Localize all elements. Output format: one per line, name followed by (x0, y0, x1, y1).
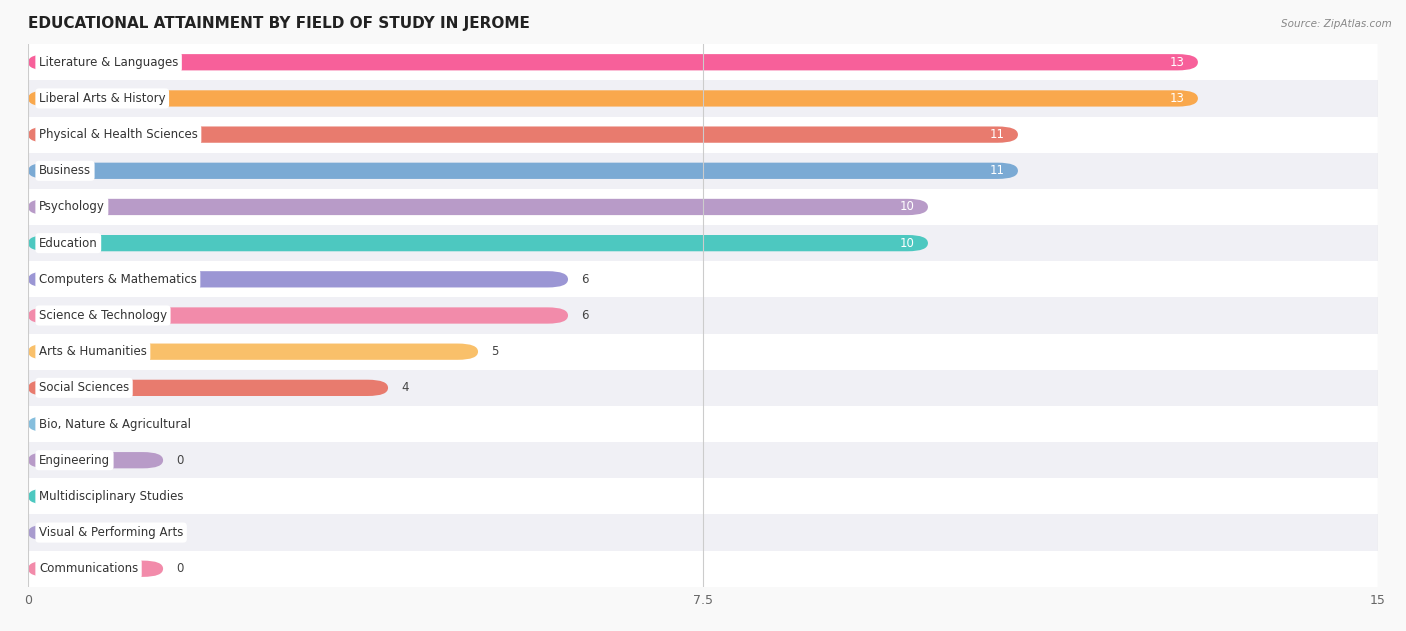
Text: Computers & Mathematics: Computers & Mathematics (39, 273, 197, 286)
FancyBboxPatch shape (28, 343, 478, 360)
FancyBboxPatch shape (28, 307, 568, 324)
Bar (28, 153, 1378, 189)
Text: 10: 10 (900, 201, 914, 213)
Text: Business: Business (39, 164, 91, 177)
Bar (28, 225, 1378, 261)
Text: Arts & Humanities: Arts & Humanities (39, 345, 146, 358)
Text: 13: 13 (1170, 92, 1184, 105)
Bar (28, 334, 1378, 370)
FancyBboxPatch shape (28, 416, 163, 432)
Text: Bio, Nature & Agricultural: Bio, Nature & Agricultural (39, 418, 191, 430)
Text: Source: ZipAtlas.com: Source: ZipAtlas.com (1281, 19, 1392, 29)
FancyBboxPatch shape (28, 380, 388, 396)
FancyBboxPatch shape (28, 54, 1198, 71)
FancyBboxPatch shape (28, 524, 163, 541)
Text: 13: 13 (1170, 56, 1184, 69)
Text: Literature & Languages: Literature & Languages (39, 56, 179, 69)
Bar (28, 117, 1378, 153)
Text: 0: 0 (177, 526, 184, 539)
Bar (28, 514, 1378, 551)
Text: Education: Education (39, 237, 97, 250)
Text: 6: 6 (582, 309, 589, 322)
Text: Social Sciences: Social Sciences (39, 381, 129, 394)
Bar (28, 406, 1378, 442)
Text: Engineering: Engineering (39, 454, 110, 467)
Text: Liberal Arts & History: Liberal Arts & History (39, 92, 166, 105)
FancyBboxPatch shape (28, 126, 1018, 143)
Text: Physical & Health Sciences: Physical & Health Sciences (39, 128, 198, 141)
Bar (28, 478, 1378, 514)
Bar (28, 370, 1378, 406)
Text: 6: 6 (582, 273, 589, 286)
Text: 0: 0 (177, 418, 184, 430)
Bar (28, 80, 1378, 117)
FancyBboxPatch shape (28, 163, 1018, 179)
Bar (28, 551, 1378, 587)
FancyBboxPatch shape (28, 235, 928, 251)
FancyBboxPatch shape (28, 199, 928, 215)
Text: EDUCATIONAL ATTAINMENT BY FIELD OF STUDY IN JEROME: EDUCATIONAL ATTAINMENT BY FIELD OF STUDY… (28, 16, 530, 30)
Text: Multidisciplinary Studies: Multidisciplinary Studies (39, 490, 183, 503)
Bar (28, 44, 1378, 80)
Text: 0: 0 (177, 454, 184, 467)
FancyBboxPatch shape (28, 560, 163, 577)
FancyBboxPatch shape (28, 488, 163, 505)
Text: 0: 0 (177, 562, 184, 575)
Text: 11: 11 (990, 164, 1004, 177)
Bar (28, 261, 1378, 297)
Bar (28, 189, 1378, 225)
Bar (28, 442, 1378, 478)
Text: 10: 10 (900, 237, 914, 250)
FancyBboxPatch shape (28, 90, 1198, 107)
Text: 11: 11 (990, 128, 1004, 141)
Text: 5: 5 (492, 345, 499, 358)
Text: 0: 0 (177, 490, 184, 503)
Text: 4: 4 (402, 381, 409, 394)
Bar (28, 297, 1378, 334)
FancyBboxPatch shape (28, 271, 568, 288)
Text: Psychology: Psychology (39, 201, 105, 213)
Text: Science & Technology: Science & Technology (39, 309, 167, 322)
Text: Visual & Performing Arts: Visual & Performing Arts (39, 526, 183, 539)
FancyBboxPatch shape (28, 452, 163, 468)
Text: Communications: Communications (39, 562, 138, 575)
